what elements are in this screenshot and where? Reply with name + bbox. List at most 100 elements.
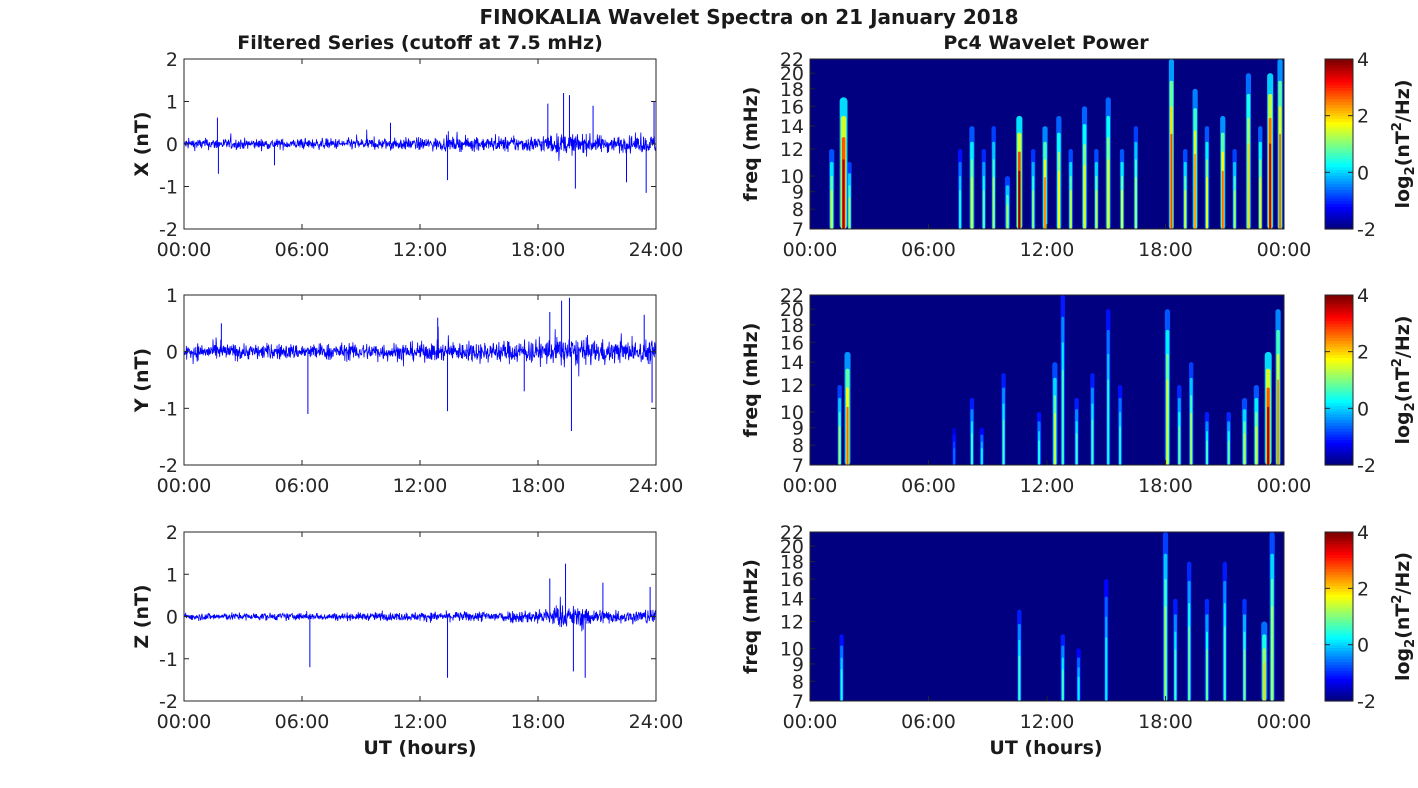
colorbar-segment — [1325, 534, 1353, 539]
colorbar-segment — [1325, 650, 1353, 654]
colorbar-label: log2(nT2/Hz) — [1390, 79, 1418, 208]
x-tick-label: 00:00 — [783, 239, 838, 261]
wavelet-burst — [846, 406, 849, 465]
y-tick-label: 18 — [780, 315, 804, 337]
colorbar-segment — [1325, 613, 1353, 618]
colorbar-segment — [1325, 557, 1353, 561]
x-tick-label: 18:00 — [1138, 239, 1193, 261]
colorbar-segment — [1325, 169, 1353, 173]
colorbar-segment — [1325, 543, 1353, 547]
colorbar-segment — [1325, 540, 1353, 544]
wavelet-burst — [992, 176, 995, 229]
colorbar-frame — [1324, 531, 1354, 702]
colorbar-tick-label: -2 — [1357, 219, 1376, 241]
colorbar-segment — [1325, 195, 1353, 199]
colorbar-frame — [1324, 294, 1354, 466]
wavelet-burst — [1038, 440, 1041, 465]
colorbar-segment — [1325, 149, 1353, 154]
colorbar-segment — [1325, 303, 1353, 307]
colorbar-segment — [1325, 684, 1353, 688]
colorbar-frame — [1324, 58, 1354, 230]
y-tick-label: 12 — [780, 611, 804, 633]
colorbar-segment — [1325, 560, 1353, 564]
wavelet-burst — [1061, 369, 1064, 465]
colorbar-segment — [1325, 112, 1353, 117]
wavelet-burst — [1018, 170, 1021, 229]
colorbar-segment — [1325, 70, 1353, 74]
colorbar-segment — [1325, 348, 1353, 353]
colorbar-segment — [1325, 146, 1353, 151]
y-axis-label: freq (mHz) — [740, 87, 762, 202]
wavelet-burst — [1255, 426, 1258, 465]
colorbar-segment — [1325, 568, 1353, 573]
colorbar-segment — [1325, 391, 1353, 395]
colorbar-segment — [1325, 118, 1353, 122]
colorbar-label: log2(nT2/Hz) — [1390, 315, 1418, 444]
colorbar-tick-label: 4 — [1357, 285, 1369, 307]
colorbar-segment — [1325, 456, 1353, 460]
colorbar-segment — [1325, 178, 1353, 182]
series-panel-y: -2 -1 0 1 00:00 06:00 12:00 18:00 24:00 Y (nT) — [131, 285, 683, 497]
colorbar-segment — [1325, 183, 1353, 188]
colorbar-segment — [1325, 104, 1353, 108]
colorbar-segment — [1325, 554, 1353, 558]
colorbar-segment — [1325, 610, 1353, 615]
colorbar-segment — [1325, 591, 1353, 595]
colorbar-segment — [1325, 619, 1353, 623]
y-tick-label: -2 — [159, 691, 178, 713]
colorbar-segment — [1325, 309, 1353, 313]
colorbar-segment — [1325, 574, 1353, 578]
colorbar-segment — [1325, 132, 1353, 137]
wavelet-burst — [1269, 143, 1272, 229]
y-tick-label: 9 — [792, 182, 804, 204]
colorbar-segment — [1325, 416, 1353, 421]
colorbar-segment — [1325, 588, 1353, 592]
colorbar-segment — [1325, 565, 1353, 570]
wavelet-burst — [1044, 176, 1047, 229]
colorbar-label-part: (nT — [1392, 604, 1414, 639]
colorbar-segment — [1325, 158, 1353, 162]
y-tick-label: 9 — [792, 418, 804, 440]
colorbar-segment — [1325, 571, 1353, 575]
colorbar-segment — [1325, 368, 1353, 373]
colorbar-label-part: 2 — [1403, 166, 1418, 175]
x-tick-label: 18:00 — [511, 475, 566, 497]
colorbar-segment — [1325, 579, 1353, 584]
colorbar-segment — [1325, 98, 1353, 103]
wavelet-burst — [959, 190, 962, 229]
colorbar-segment — [1325, 209, 1353, 213]
colorbar-segment — [1325, 161, 1353, 165]
colorbar-label-part: 2 — [1403, 639, 1418, 648]
wavelet-burst — [982, 190, 985, 229]
y-tick-label: -2 — [159, 219, 178, 241]
y-tick-label: 22 — [780, 285, 804, 307]
colorbar-segment — [1325, 64, 1353, 69]
colorbar-segment — [1325, 548, 1353, 553]
right-column-title: Pc4 Wavelet Power — [943, 32, 1149, 54]
colorbar-segment — [1325, 334, 1353, 339]
x-tick-label: 00:00 — [783, 711, 838, 733]
colorbar-segment — [1325, 295, 1353, 299]
colorbar-segment — [1325, 320, 1353, 324]
colorbar-segment — [1325, 121, 1353, 125]
wavelet-burst — [1057, 170, 1060, 229]
colorbar-segment — [1325, 340, 1353, 344]
colorbar-segment — [1325, 326, 1353, 330]
colorbar-segment — [1325, 433, 1353, 438]
colorbar-segment — [1325, 633, 1353, 637]
colorbar-segment — [1325, 532, 1353, 536]
colorbar-segment — [1325, 93, 1353, 97]
wavelet-burst — [1263, 662, 1266, 701]
wavelet-burst — [1077, 676, 1080, 701]
colorbar-segment — [1325, 462, 1353, 466]
colorbar-segment — [1325, 681, 1353, 685]
y-tick-label: 7 — [792, 691, 804, 713]
y-tick-label: 0 — [166, 342, 178, 364]
colorbar-segment — [1325, 667, 1353, 671]
colorbar-segment — [1325, 422, 1353, 426]
colorbar-segment — [1325, 653, 1353, 657]
colorbar-segment — [1325, 698, 1353, 702]
colorbar-segment — [1325, 351, 1353, 356]
